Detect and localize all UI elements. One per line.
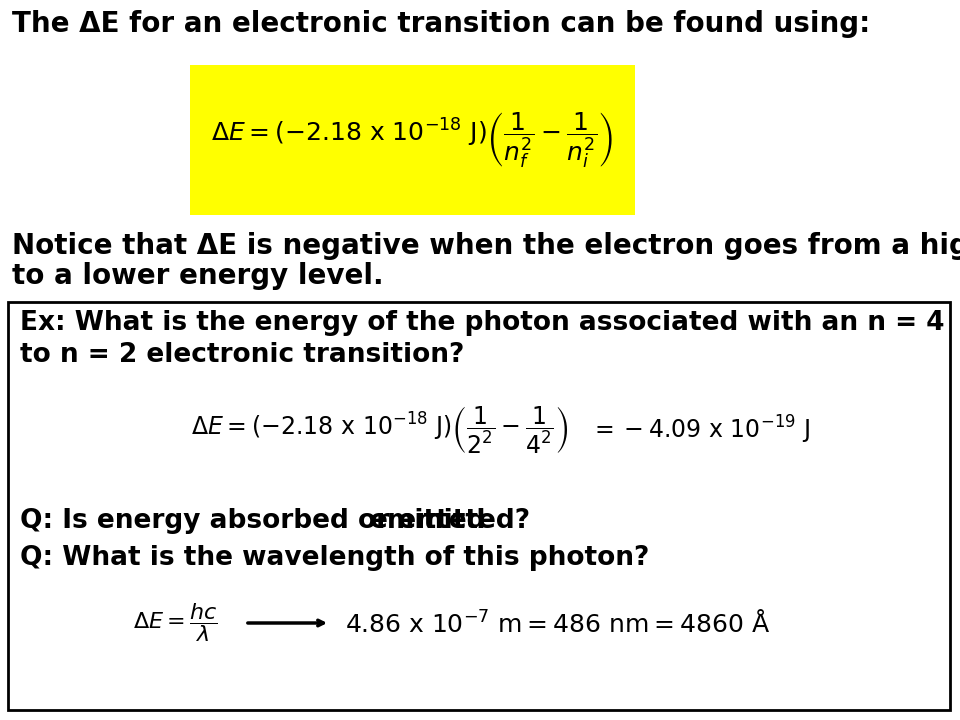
Text: $\Delta E = \dfrac{hc}{\lambda}$: $\Delta E = \dfrac{hc}{\lambda}$: [132, 601, 218, 644]
Text: emitted: emitted: [370, 508, 487, 534]
Text: Ex: What is the energy of the photon associated with an n = 4: Ex: What is the energy of the photon ass…: [20, 310, 945, 336]
Text: Notice that ΔE is negative when the electron goes from a higher: Notice that ΔE is negative when the elec…: [12, 232, 960, 260]
Text: The ΔE for an electronic transition can be found using:: The ΔE for an electronic transition can …: [12, 10, 871, 38]
Text: Q: What is the wavelength of this photon?: Q: What is the wavelength of this photon…: [20, 545, 649, 571]
FancyBboxPatch shape: [8, 302, 950, 710]
Text: $\Delta E = (-2.18\ \mathrm{x}\ 10^{-18}\ \mathrm{J})\left(\dfrac{1}{n_f^2} - \d: $\Delta E = (-2.18\ \mathrm{x}\ 10^{-18}…: [211, 110, 612, 170]
Text: $\Delta E = (-2.18\ \mathrm{x}\ 10^{-18}\ \mathrm{J})\left(\dfrac{1}{2^2} - \dfr: $\Delta E = (-2.18\ \mathrm{x}\ 10^{-18}…: [191, 404, 568, 456]
Text: Q: Is energy absorbed or emitted?: Q: Is energy absorbed or emitted?: [20, 508, 530, 534]
Text: $4.86\ \mathrm{x}\ 10^{-7}\ \mathrm{m} = 486\ \mathrm{nm} = 4860\ \mathrm{\AA}$: $4.86\ \mathrm{x}\ 10^{-7}\ \mathrm{m} =…: [345, 610, 770, 636]
Text: to a lower energy level.: to a lower energy level.: [12, 262, 384, 290]
FancyBboxPatch shape: [190, 65, 635, 215]
Text: $= -4.09\ \mathrm{x}\ 10^{-19}\ \mathrm{J}$: $= -4.09\ \mathrm{x}\ 10^{-19}\ \mathrm{…: [590, 414, 810, 446]
Text: to n = 2 electronic transition?: to n = 2 electronic transition?: [20, 342, 465, 368]
